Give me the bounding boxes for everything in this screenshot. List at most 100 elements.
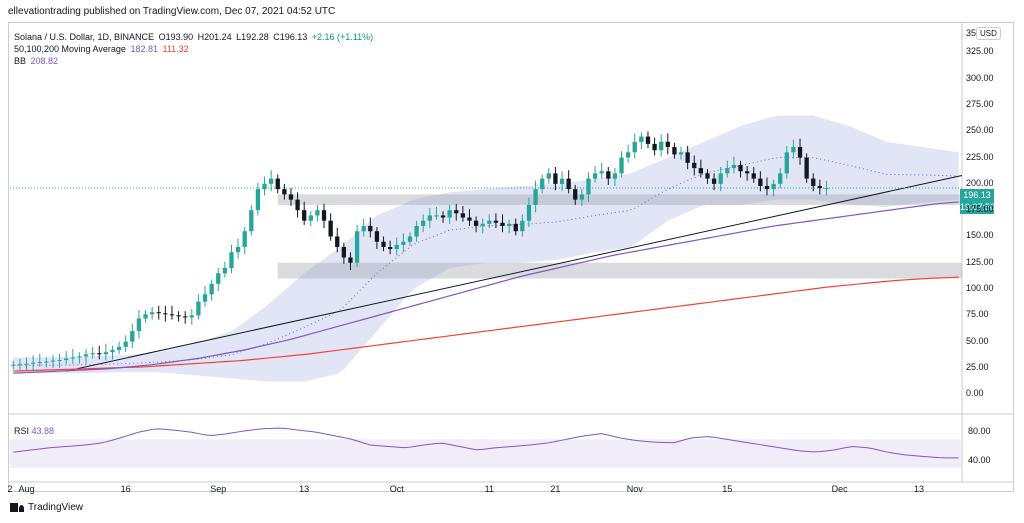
support-zone-1: [277, 194, 962, 205]
candle-body: [665, 141, 670, 148]
candle-body: [784, 152, 789, 174]
current-price-tag: 196.13: [960, 189, 994, 202]
candle-body: [130, 331, 135, 342]
candle-body: [275, 178, 280, 190]
currency-button[interactable]: USD: [976, 27, 1001, 40]
candle-body: [711, 178, 717, 184]
trendline: [66, 174, 963, 372]
candle-body: [487, 220, 492, 224]
ma-value-2: 111.32: [162, 44, 189, 54]
candle-body: [196, 301, 201, 316]
candle-body: [354, 231, 360, 263]
time-tick-label: 21: [550, 484, 561, 494]
candle-body: [506, 223, 512, 226]
rsi-label[interactable]: RSI: [14, 426, 30, 436]
candle-body: [328, 220, 333, 237]
change-value: +2.16 (+1.11%): [311, 32, 374, 42]
candle-body: [573, 189, 578, 200]
candle-body: [738, 164, 743, 172]
candle-body: [559, 178, 565, 184]
time-tick-label: 15: [722, 484, 733, 494]
candle-body: [540, 178, 545, 190]
candle-body: [566, 178, 571, 190]
candle-body: [824, 188, 829, 190]
candle-body: [255, 189, 261, 211]
candle-body: [751, 173, 756, 179]
time-tick-label: Dec: [831, 484, 848, 494]
candle-body: [83, 354, 89, 357]
candle-body: [500, 222, 505, 226]
candle-body: [361, 225, 366, 232]
candle-body: [520, 220, 525, 232]
candle-body: [705, 173, 710, 179]
candle-body: [771, 183, 776, 190]
candle-body: [136, 318, 142, 332]
close-value: C196.13: [273, 32, 308, 42]
time-tick-label: 11: [484, 484, 494, 494]
candle-body: [619, 157, 624, 174]
candle-body: [123, 341, 128, 347]
tradingview-logo-icon: [10, 503, 24, 512]
price-tick-label: 300.00: [966, 72, 994, 83]
candle-body: [341, 246, 347, 258]
candle-body: [764, 185, 770, 190]
candle-body: [149, 312, 155, 315]
candle-body: [401, 241, 406, 245]
candle-body: [295, 199, 300, 211]
candle-body: [698, 168, 704, 174]
candle-body: [678, 152, 684, 155]
candle-body: [639, 136, 644, 142]
candle-body: [30, 362, 36, 364]
candle-body: [143, 314, 148, 319]
candle-body: [17, 364, 23, 366]
candle-body: [44, 361, 49, 363]
price-tick-label: 200.00: [966, 177, 994, 188]
ma-long-line: [13, 276, 959, 372]
candle-body: [685, 152, 690, 163]
candle-body: [625, 152, 631, 158]
candle-body: [513, 223, 518, 232]
candle-body: [533, 189, 538, 205]
bb-label[interactable]: BB: [14, 56, 27, 66]
candle-body: [744, 171, 750, 174]
time-tick-label: Aug: [18, 484, 35, 494]
symbol-legend: Solana / U.S. Dollar, 1D, BINANCE O193.9…: [14, 32, 373, 42]
candle-body: [592, 173, 598, 179]
candle-body: [778, 173, 783, 184]
candle-body: [817, 185, 823, 189]
candle-body: [302, 210, 307, 221]
candle-body: [249, 210, 254, 232]
price-tick-label: 250.00: [966, 125, 994, 136]
symbol-label[interactable]: Solana / U.S. Dollar, 1D, BINANCE: [14, 32, 155, 42]
candle-body: [57, 360, 62, 362]
candle-body: [473, 220, 479, 226]
price-tick-label: 225.00: [966, 151, 994, 162]
rsi-band: [10, 439, 962, 468]
candle-body: [315, 210, 320, 216]
candle-body: [447, 210, 452, 218]
ma-label[interactable]: 50,100,200 Moving Average: [14, 44, 126, 54]
candle-body: [64, 358, 69, 361]
bb-value: 208.82: [30, 56, 59, 66]
price-tick-label: 325.00: [966, 46, 994, 57]
candle-body: [183, 316, 188, 318]
candle-body: [387, 246, 393, 250]
rsi-legend: RSI 43.88: [14, 426, 54, 436]
price-tick-label: 0.00: [966, 388, 984, 399]
candle-body: [169, 314, 175, 316]
time-tick-label: 2: [7, 484, 13, 494]
candle-body: [586, 178, 591, 195]
candle-body: [110, 350, 115, 353]
bollinger-band-area: [13, 115, 959, 382]
candle-body: [229, 252, 234, 269]
candle-body: [163, 313, 168, 315]
chart-frame: [8, 22, 1014, 492]
candle-body: [632, 141, 637, 153]
candle-body: [116, 346, 122, 351]
candle-body: [348, 257, 353, 263]
price-tick-label: 50.00: [966, 335, 989, 346]
footer-brand[interactable]: TradingView: [28, 502, 84, 513]
open-value: O193.90: [158, 32, 194, 42]
candle-body: [222, 268, 228, 274]
